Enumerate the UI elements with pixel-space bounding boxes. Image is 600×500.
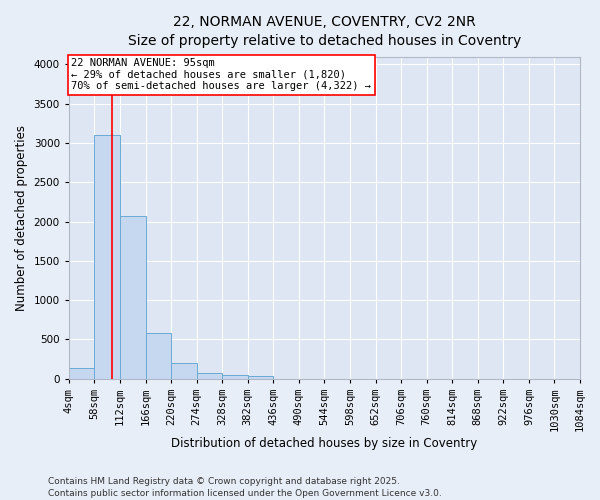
Bar <box>94 135 120 378</box>
X-axis label: Distribution of detached houses by size in Coventry: Distribution of detached houses by size … <box>171 437 478 450</box>
Bar <box>222 375 248 378</box>
Bar <box>69 368 94 378</box>
Bar <box>197 373 222 378</box>
Bar <box>248 376 273 378</box>
Text: Contains HM Land Registry data © Crown copyright and database right 2025.
Contai: Contains HM Land Registry data © Crown c… <box>48 476 442 498</box>
Title: 22, NORMAN AVENUE, COVENTRY, CV2 2NR
Size of property relative to detached house: 22, NORMAN AVENUE, COVENTRY, CV2 2NR Siz… <box>128 15 521 48</box>
Bar <box>120 216 146 378</box>
Bar <box>171 363 197 378</box>
Y-axis label: Number of detached properties: Number of detached properties <box>15 124 28 310</box>
Text: 22 NORMAN AVENUE: 95sqm
← 29% of detached houses are smaller (1,820)
70% of semi: 22 NORMAN AVENUE: 95sqm ← 29% of detache… <box>71 58 371 92</box>
Bar <box>146 333 171 378</box>
